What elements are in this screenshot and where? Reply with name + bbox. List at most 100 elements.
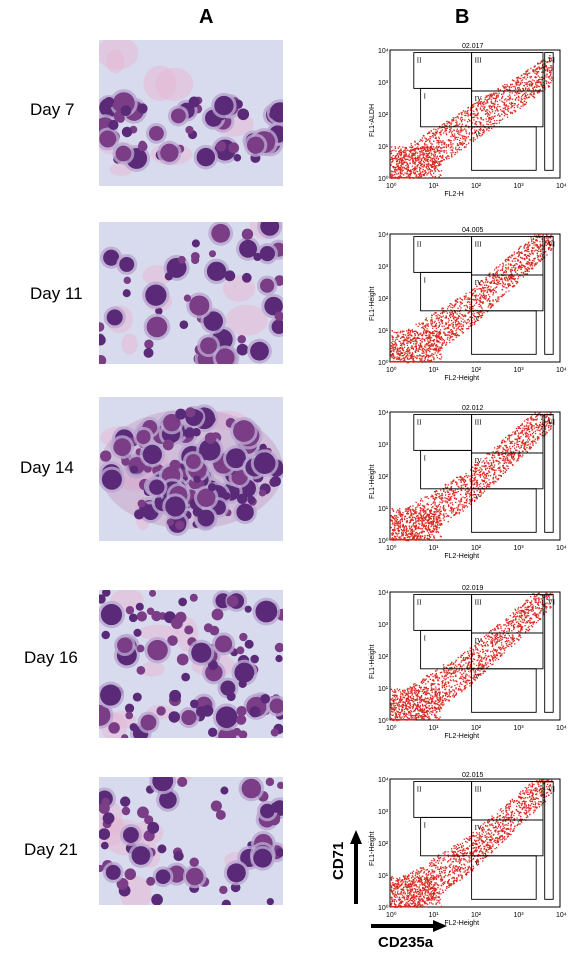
y-tick-label: 10³	[378, 442, 389, 449]
y-tick-label: 10¹	[378, 506, 389, 513]
x-tick-label: 10¹	[429, 545, 440, 552]
cd235a-label: CD235a	[378, 934, 434, 951]
y-tick-label: 10²	[378, 654, 389, 661]
gate-label: V	[475, 860, 480, 868]
x-tick-label: 10⁰	[386, 724, 397, 732]
y-tick-label: 10⁰	[378, 904, 389, 912]
y-tick-label: 10¹	[378, 873, 389, 880]
x-tick-label: 10²	[471, 367, 482, 374]
gate-label: V	[475, 131, 480, 139]
y-tick-label: 10²	[378, 112, 389, 119]
y-tick-label: 10⁴	[378, 48, 389, 55]
gate-label: II	[417, 241, 422, 249]
cd71-arrow-icon	[350, 830, 362, 904]
y-axis-label: FL1-ALDH	[369, 104, 376, 137]
day-label: Day 7	[30, 100, 75, 119]
gate-label: IV	[475, 95, 482, 103]
gate-label: VI	[548, 599, 556, 607]
cd235a-arrow-icon	[371, 920, 447, 932]
gate-label: II	[417, 57, 422, 65]
x-axis-label: FL2-Height	[444, 375, 479, 382]
sample-id: 04.005	[462, 227, 484, 234]
y-tick-label: 10⁴	[378, 777, 389, 784]
y-tick-label: 10¹	[378, 144, 389, 151]
y-tick-label: 10⁰	[378, 537, 389, 545]
flow-cytometry-plot: 02.012 I II III IV V VI 10⁰ 10⁰ 10¹ 10¹ 10² 10² 10³ 10…	[362, 400, 567, 560]
micrograph-image	[99, 590, 283, 738]
day-label: Day 14	[20, 458, 74, 477]
flow-cytometry-plot: 04.005 I II III IV V VI 10⁰ 10⁰ 10¹ 10¹ 10² 10² 10³ 10…	[362, 222, 567, 382]
gate-label: II	[417, 786, 422, 794]
x-tick-label: 10⁴	[556, 725, 567, 732]
micrograph-image	[99, 397, 283, 541]
gate-label: VI	[548, 241, 556, 249]
gate-label: II	[417, 419, 422, 427]
gate-label: III	[475, 786, 483, 794]
gate-label: IV	[475, 279, 482, 287]
flow-cytometry-plot: 02.019 I II III IV V VI 10⁰ 10⁰ 10¹ 10¹ 10² 10² 10³ 10…	[362, 580, 567, 740]
x-axis-label: FL2-Height	[444, 553, 479, 560]
y-tick-label: 10⁰	[378, 359, 389, 367]
gate-label: V	[475, 673, 480, 681]
x-tick-label: 10³	[514, 545, 525, 552]
flow-cytometry-plot: 02.015 I II III IV V VI 10⁰ 10⁰ 10¹ 10¹ 10² 10² 10³ 10…	[362, 767, 567, 927]
y-tick-label: 10⁴	[378, 232, 389, 239]
sample-id: 02.019	[462, 585, 484, 592]
y-tick-label: 10⁰	[378, 175, 389, 183]
cd71-label: CD71	[330, 841, 347, 880]
day-label: Day 16	[24, 648, 78, 667]
x-tick-label: 10³	[514, 183, 525, 190]
sample-id: 02.015	[462, 772, 484, 779]
gate-label: I	[424, 821, 427, 829]
x-tick-label: 10⁰	[386, 911, 397, 919]
x-tick-label: 10⁴	[556, 367, 567, 374]
day-label: Day 21	[24, 840, 78, 859]
gate-label: II	[417, 599, 422, 607]
y-tick-label: 10¹	[378, 686, 389, 693]
gate-label: IV	[475, 457, 482, 465]
micrograph-image	[99, 40, 283, 186]
sample-id: 02.012	[462, 405, 484, 412]
x-tick-label: 10²	[471, 545, 482, 552]
day-label: Day 11	[30, 284, 83, 303]
gate-label: I	[424, 92, 427, 100]
gate-label: I	[424, 276, 427, 284]
gate-label: I	[424, 634, 427, 642]
y-axis-label: FL1-Height	[369, 644, 376, 679]
micrograph-image	[99, 777, 283, 905]
x-tick-label: 10¹	[429, 725, 440, 732]
y-tick-label: 10²	[378, 841, 389, 848]
y-axis-label: FL1-Height	[369, 286, 376, 321]
x-tick-label: 10⁴	[556, 183, 567, 190]
x-tick-label: 10⁰	[386, 366, 397, 374]
y-tick-label: 10¹	[378, 328, 389, 335]
x-tick-label: 10²	[471, 183, 482, 190]
x-axis-label: FL2-Height	[444, 733, 479, 740]
gate-label: V	[475, 315, 480, 323]
y-tick-label: 10⁰	[378, 717, 389, 725]
x-tick-label: 10³	[514, 367, 525, 374]
x-tick-label: 10⁰	[386, 182, 397, 190]
x-axis-label: FL2-H	[444, 191, 463, 198]
gate-label: IV	[475, 637, 482, 645]
gate-label: I	[424, 454, 427, 462]
x-tick-label: 10⁴	[556, 545, 567, 552]
gate-label: VI	[548, 419, 556, 427]
micrograph-image	[99, 222, 283, 364]
y-tick-label: 10³	[378, 80, 389, 87]
x-tick-label: 10⁰	[386, 544, 397, 552]
x-tick-label: 10³	[514, 725, 525, 732]
gate-label: III	[475, 599, 483, 607]
sample-id: 02.017	[462, 43, 484, 50]
x-tick-label: 10²	[471, 725, 482, 732]
y-tick-label: 10³	[378, 809, 389, 816]
x-axis-label: FL2-Height	[444, 920, 479, 927]
x-tick-label: 10¹	[429, 367, 440, 374]
y-tick-label: 10²	[378, 296, 389, 303]
x-tick-label: 10³	[514, 912, 525, 919]
x-tick-label: 10¹	[429, 912, 440, 919]
y-tick-label: 10⁴	[378, 410, 389, 417]
gate-label: IV	[475, 824, 482, 832]
gate-label: III	[475, 241, 483, 249]
gate-label: VI	[548, 786, 556, 794]
